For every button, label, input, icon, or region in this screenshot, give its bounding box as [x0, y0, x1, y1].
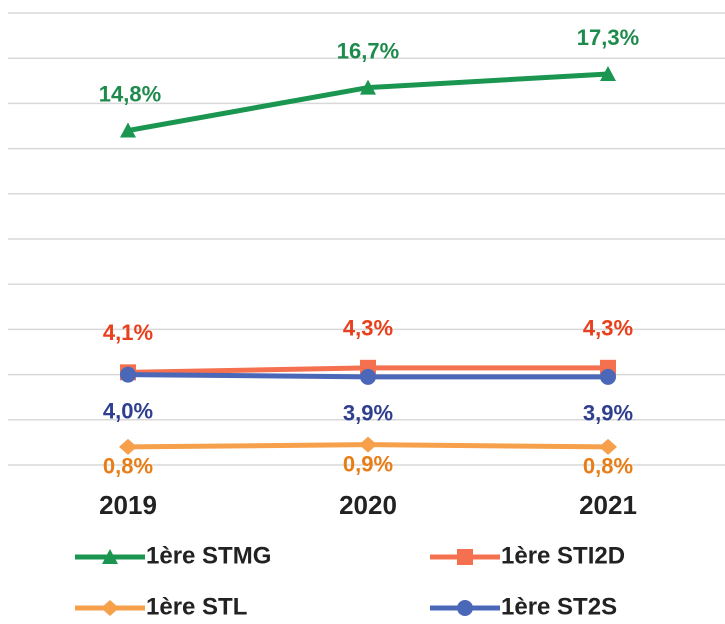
data-point: [600, 368, 616, 385]
data-label: 4,0%: [103, 398, 153, 423]
data-label: 4,1%: [103, 320, 153, 345]
legend-marker: [457, 600, 473, 616]
data-label: 17,3%: [577, 25, 639, 50]
legend-marker: [102, 549, 118, 564]
x-tick-label: 2020: [339, 490, 397, 520]
legend-marker: [101, 600, 119, 616]
data-point: [120, 122, 136, 138]
data-point: [360, 368, 376, 385]
legend-label: 1ère ST2S: [501, 593, 617, 620]
data-point: [359, 436, 377, 453]
data-label: 0,8%: [583, 454, 633, 479]
data-point: [119, 438, 137, 455]
data-label: 4,3%: [583, 316, 633, 341]
legend-marker: [457, 549, 473, 565]
x-tick-label: 2019: [99, 490, 157, 520]
data-point: [600, 66, 616, 82]
legend-label: 1ère STI2D: [501, 542, 625, 569]
x-tick-label: 2021: [579, 490, 637, 520]
legend-label: 1ère STL: [146, 593, 247, 620]
data-label: 0,9%: [343, 451, 393, 476]
data-label: 3,9%: [343, 401, 393, 426]
data-point: [360, 79, 376, 95]
data-point: [599, 438, 617, 455]
data-label: 3,9%: [583, 401, 633, 426]
data-point: [120, 366, 136, 383]
data-label: 4,3%: [343, 316, 393, 341]
data-label: 16,7%: [337, 38, 399, 63]
data-label: 0,8%: [103, 454, 153, 479]
legend-label: 1ère STMG: [146, 542, 271, 569]
data-label: 14,8%: [99, 81, 161, 106]
